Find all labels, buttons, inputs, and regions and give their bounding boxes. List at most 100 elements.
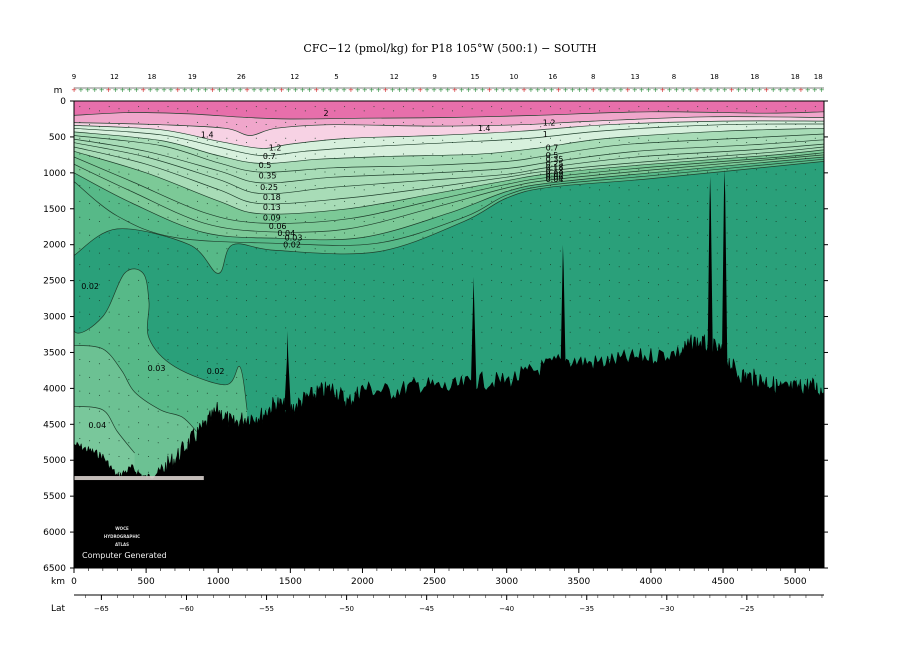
sample-dot: [579, 216, 581, 218]
sample-dot: [157, 363, 159, 365]
sample-dot: [569, 189, 571, 191]
sample-dot: [275, 394, 277, 396]
station-number-label: 16: [548, 73, 557, 81]
sample-dot: [765, 187, 767, 189]
station-marker: +: [272, 86, 278, 94]
contour-value-labels: 21.41.41.211.20.70.50.350.250.180.130.09…: [81, 109, 563, 430]
sample-dot: [452, 142, 453, 143]
sample-dot: [246, 300, 247, 302]
sample-dot: [206, 361, 208, 363]
sample-dot: [697, 106, 699, 108]
sample-dot: [618, 250, 620, 252]
sample-dot: [756, 248, 757, 250]
sample-dot: [138, 453, 140, 455]
sample-dot: [167, 390, 169, 392]
sample-dot: [373, 359, 375, 360]
sample-dot: [285, 169, 287, 171]
sample-dot: [814, 264, 816, 266]
sample-dot: [687, 331, 689, 333]
sample-dot: [608, 311, 610, 313]
contour-line-0-5: [74, 133, 824, 173]
sample-dot: [550, 327, 551, 329]
sample-dot: [471, 218, 473, 220]
seafloor-bathymetry: [74, 169, 824, 568]
sample-dot: [285, 121, 287, 123]
sample-dot: [108, 359, 110, 360]
sample-dot: [461, 279, 463, 281]
sample-dot: [334, 300, 336, 302]
sample-dot: [618, 171, 620, 173]
sample-dot: [550, 311, 551, 313]
sample-dot: [295, 282, 296, 284]
sample-dot: [138, 343, 140, 345]
sample-dot: [746, 173, 748, 175]
sample-dot: [255, 390, 257, 392]
sample-dot: [147, 345, 149, 347]
sample-dot: [236, 124, 238, 125]
sample-dot: [707, 203, 708, 205]
station-number-label: 18: [814, 73, 823, 81]
sample-dot: [608, 216, 610, 218]
sample-dot: [255, 343, 257, 345]
sample-dot: [608, 327, 610, 329]
sample-dot: [98, 126, 100, 128]
sample-dot: [510, 331, 512, 333]
sample-dot: [756, 295, 757, 297]
sample-dot: [147, 440, 149, 442]
station-marker: +: [286, 86, 292, 94]
sample-dot: [79, 232, 81, 234]
sample-dot: [608, 279, 610, 281]
sample-dot: [510, 347, 512, 349]
sample-dot: [344, 232, 346, 234]
station-marker: +: [313, 86, 319, 94]
sample-dot: [304, 110, 306, 112]
station-marker: +: [625, 86, 631, 94]
sample-dot: [716, 236, 718, 238]
station-marker: +: [673, 86, 679, 94]
sample-dot: [363, 189, 365, 191]
sample-dot: [716, 126, 718, 128]
sample-dot: [275, 268, 277, 270]
sample-dot: [265, 218, 267, 220]
sample-dot: [618, 108, 620, 110]
sample-dot: [471, 203, 473, 205]
sample-dot: [687, 221, 689, 222]
sample-dot: [236, 171, 238, 173]
sample-dot: [638, 106, 640, 108]
sample-dot: [197, 406, 198, 408]
contour-label: 0.04: [546, 175, 564, 184]
sample-dot: [177, 266, 179, 268]
sample-dot: [197, 106, 198, 108]
sample-dot: [785, 137, 787, 139]
sample-dot: [138, 311, 140, 313]
contour-label: 0.35: [546, 155, 564, 164]
station-marker: +: [639, 86, 645, 94]
sample-dot: [324, 171, 326, 173]
sample-dot: [79, 359, 81, 360]
sample-dot: [618, 345, 620, 347]
sample-dot: [677, 139, 679, 141]
sample-dot: [481, 126, 483, 128]
sample-dot: [716, 252, 718, 254]
sample-dot: [550, 264, 551, 266]
sample-dot: [344, 279, 346, 281]
sample-dot: [491, 311, 493, 313]
sample-dot: [147, 392, 149, 394]
sample-dot: [540, 110, 542, 112]
sample-dot: [726, 169, 728, 171]
sample-dot: [707, 329, 708, 331]
sample-dot: [138, 216, 140, 218]
station-marker: +: [265, 86, 271, 94]
sample-dot: [344, 374, 346, 376]
sample-dot: [79, 121, 81, 123]
sample-dot: [461, 295, 463, 297]
plot-area: 21.41.41.211.20.70.50.350.250.180.130.09…: [73, 100, 825, 569]
sample-dot: [687, 284, 689, 286]
sample-dot: [402, 327, 404, 329]
sample-dot: [128, 458, 130, 460]
sample-dot: [628, 189, 630, 191]
sample-dot: [98, 300, 100, 302]
sample-dot: [402, 200, 404, 202]
sample-dot: [344, 359, 346, 360]
sample-dot: [805, 173, 806, 175]
